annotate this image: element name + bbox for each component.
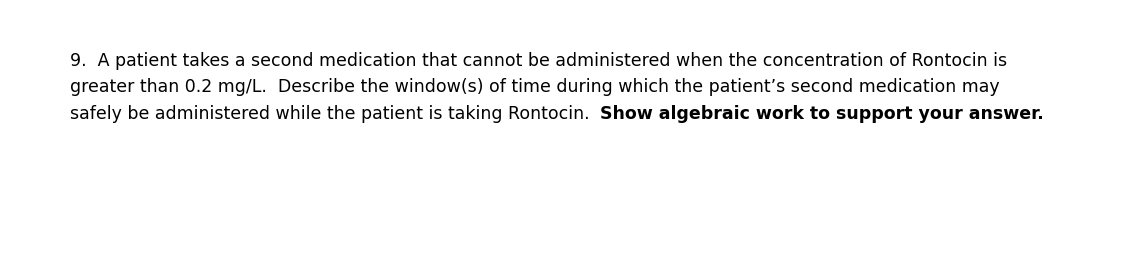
- Text: Show algebraic work to support your answer.: Show algebraic work to support your answ…: [600, 105, 1044, 122]
- Text: 9.  A patient takes a second medication that cannot be administered when the con: 9. A patient takes a second medication t…: [70, 52, 1007, 70]
- Text: greater than 0.2 mg/L.  Describe the window(s) of time during which the patient’: greater than 0.2 mg/L. Describe the wind…: [70, 78, 999, 96]
- Text: safely be administered while the patient is taking Rontocin.: safely be administered while the patient…: [70, 105, 600, 122]
